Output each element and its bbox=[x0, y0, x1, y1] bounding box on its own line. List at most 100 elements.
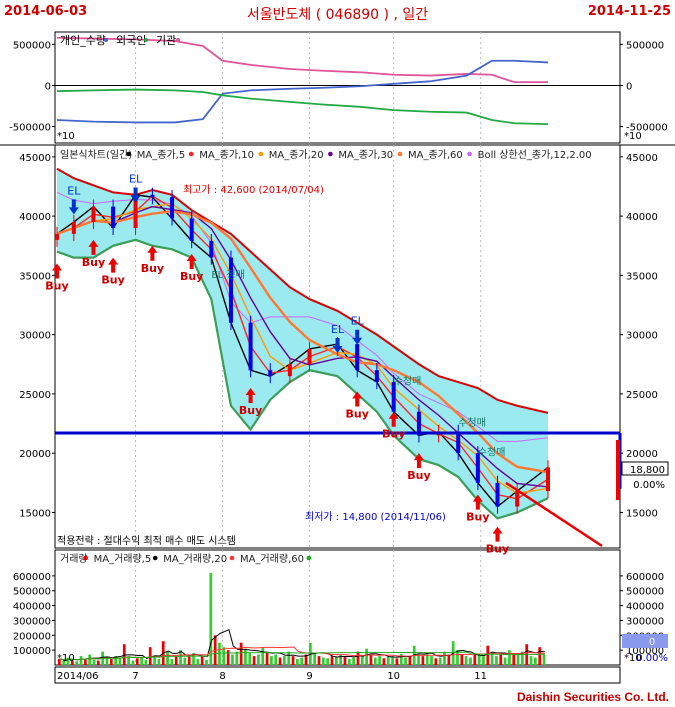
volume-bar bbox=[300, 657, 304, 665]
candle-body bbox=[111, 206, 116, 228]
candle-body bbox=[391, 382, 396, 412]
volume-bar bbox=[304, 654, 308, 665]
volume-bar bbox=[157, 659, 161, 665]
volume-bar bbox=[148, 647, 152, 665]
y-tick-label: 500000 bbox=[13, 40, 51, 51]
volume-bar bbox=[438, 657, 442, 665]
buy-arrow bbox=[388, 411, 399, 427]
volume-bar bbox=[516, 654, 520, 665]
volume-bar bbox=[369, 654, 373, 665]
buy-signal-label: Buy bbox=[101, 274, 124, 287]
candle-body bbox=[374, 370, 379, 383]
volume-bar bbox=[477, 654, 481, 665]
legend-marker bbox=[144, 38, 148, 42]
sell-signal-label: 수청매 bbox=[458, 417, 486, 429]
candle-body bbox=[248, 322, 253, 371]
trend-line bbox=[505, 481, 603, 548]
volume-bar bbox=[270, 656, 273, 665]
sell-signal-label: 수청매 bbox=[478, 447, 506, 459]
volume-bar bbox=[248, 653, 252, 665]
candle-body bbox=[495, 482, 500, 507]
y-tick-label: 300000 bbox=[626, 616, 664, 627]
volume-bar bbox=[460, 654, 464, 665]
volume-bar bbox=[75, 661, 79, 665]
buy-arrow bbox=[413, 453, 424, 469]
price-legend-entry: MA_종가,60 bbox=[408, 149, 463, 161]
multiplier-label: *10 bbox=[624, 131, 642, 142]
legend-marker bbox=[467, 151, 472, 157]
volume-bar bbox=[70, 660, 74, 665]
volume-panel-frame bbox=[54, 549, 621, 666]
candle-body bbox=[209, 241, 214, 258]
y-tick-label: 100000 bbox=[626, 646, 664, 657]
legend-marker bbox=[126, 151, 132, 157]
buy-signal-label: Buy bbox=[346, 408, 369, 421]
volume-ma5 bbox=[60, 628, 545, 661]
volume-bar bbox=[109, 659, 113, 665]
volume-bar bbox=[166, 651, 169, 665]
volume-bar bbox=[352, 657, 355, 665]
legend-entry: 개인_수량 bbox=[60, 34, 106, 47]
volume-bar bbox=[339, 654, 343, 665]
legend-marker bbox=[152, 555, 158, 561]
buy-signal-label: Buy bbox=[45, 280, 68, 293]
volume-bar bbox=[79, 656, 83, 665]
volume-bar bbox=[321, 657, 325, 665]
y-tick-label: 500000 bbox=[626, 40, 664, 51]
legend-marker bbox=[176, 38, 180, 42]
volume-bar bbox=[534, 657, 537, 665]
legend-marker bbox=[397, 151, 403, 157]
legend-marker bbox=[83, 555, 88, 561]
brand-footer: Daishin Securities Co. Ltd. bbox=[516, 690, 669, 704]
volume-bar bbox=[499, 654, 503, 665]
volume-bar bbox=[408, 656, 412, 665]
volume-bar bbox=[542, 654, 546, 665]
y-tick-label: 45000 bbox=[19, 153, 51, 164]
el-signal-label: EL bbox=[331, 323, 345, 336]
y-tick-label: 30000 bbox=[19, 331, 51, 342]
volume-bar bbox=[244, 648, 247, 665]
y-tick-label: 100000 bbox=[13, 646, 51, 657]
volume-bar bbox=[395, 658, 399, 665]
volume-bar bbox=[434, 658, 438, 665]
volume-bar bbox=[114, 656, 117, 665]
volume-bar bbox=[183, 657, 187, 665]
sell-signal-label: 수청매 bbox=[394, 375, 422, 387]
volume-bar bbox=[382, 658, 386, 665]
volume-bar bbox=[512, 653, 516, 665]
strategy-label: 적용전략 : 절대수익 최적 매수 매도 시스템 bbox=[57, 534, 236, 547]
legend-marker bbox=[229, 555, 235, 561]
candle-body bbox=[287, 364, 292, 377]
x-tick-label: 9 bbox=[306, 671, 312, 682]
sell-signal-label: EL 청매 bbox=[211, 269, 244, 281]
y-tick-label: 45000 bbox=[626, 153, 658, 164]
legend-marker bbox=[188, 151, 194, 157]
y-tick-label: 25000 bbox=[626, 390, 658, 401]
volume-legend-entry: MA_거래량,5 bbox=[94, 553, 152, 565]
volume-bar bbox=[192, 653, 195, 665]
volume-bar bbox=[66, 657, 70, 665]
y-tick-label: 40000 bbox=[19, 212, 51, 223]
volume-bar bbox=[174, 656, 178, 665]
x-tick-label: 11 bbox=[474, 671, 487, 682]
y-tick-label: 15000 bbox=[19, 508, 51, 519]
volume-legend-entry: 거래량 bbox=[60, 553, 88, 565]
volume-bar bbox=[417, 654, 420, 665]
series-line-individual bbox=[56, 36, 548, 84]
candle-body bbox=[55, 233, 59, 240]
volume-bar bbox=[529, 656, 533, 665]
legend-marker bbox=[328, 151, 333, 157]
buy-arrow bbox=[245, 387, 256, 403]
start-date: 2014-06-03 bbox=[4, 4, 88, 19]
candle-body bbox=[170, 197, 175, 219]
y-tick-label: 500000 bbox=[13, 587, 51, 598]
volume-bar bbox=[365, 648, 368, 665]
volume-bar bbox=[490, 651, 494, 665]
volume-bar bbox=[343, 656, 347, 665]
y-tick-label: -500000 bbox=[9, 123, 51, 134]
buy-arrow bbox=[352, 391, 363, 407]
buy-signal-label: Buy bbox=[82, 256, 105, 269]
volume-bar bbox=[226, 650, 230, 665]
volume-bar bbox=[508, 650, 511, 665]
